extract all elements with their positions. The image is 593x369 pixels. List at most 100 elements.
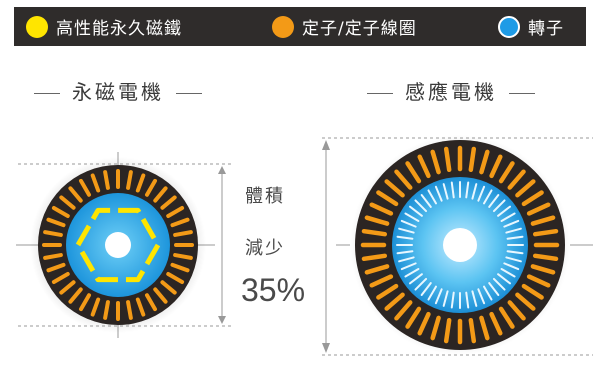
- coil-slot: [489, 311, 503, 336]
- coil-slot: [404, 268, 420, 278]
- coil-slot: [498, 161, 515, 184]
- coil-slot: [396, 250, 414, 255]
- coil-slot: [384, 292, 405, 311]
- coil-slot: [398, 227, 415, 234]
- arrow-down-icon: [322, 343, 330, 353]
- coil-slot: [497, 205, 511, 217]
- coil-slot: [477, 185, 486, 202]
- right-title-text: 感應電機: [405, 80, 497, 104]
- coil-slot: [530, 264, 556, 275]
- coil-slot: [135, 297, 146, 317]
- coil-slot: [46, 262, 66, 273]
- coil-slot: [145, 178, 157, 197]
- title-dash-left: [367, 93, 393, 94]
- coil-slot: [477, 288, 486, 305]
- coil-slot: [500, 212, 516, 222]
- coil-slot: [166, 206, 185, 218]
- coil-slot: [427, 285, 437, 301]
- coil-slot: [43, 230, 63, 237]
- coil-slot: [405, 306, 422, 329]
- coil-slot: [492, 199, 506, 213]
- coil-slot: [59, 195, 76, 210]
- legend-item-magnet: 高性能永久磁鐵: [26, 7, 182, 46]
- coil-slot: [51, 272, 70, 284]
- coil-slot: [153, 186, 168, 203]
- coil-slot: [79, 178, 91, 197]
- coil-slot: [400, 219, 417, 228]
- coil-slot: [68, 287, 83, 304]
- coil-slot: [515, 292, 536, 311]
- coil-slot: [384, 179, 405, 198]
- coil-slot: [471, 183, 478, 200]
- im-stator-coils: [360, 145, 560, 345]
- induction-motor: [350, 135, 570, 355]
- title-dash-right: [509, 93, 535, 94]
- coil-slot: [427, 189, 437, 205]
- coil-slot: [160, 195, 177, 210]
- coil-slot: [409, 273, 423, 285]
- coil-slot: [488, 282, 500, 296]
- coil-slot: [443, 317, 452, 344]
- legend-label-stator: 定子/定子線圈: [302, 19, 417, 39]
- coil-slot: [492, 277, 506, 291]
- coil-slot: [515, 179, 536, 198]
- coil-slot: [90, 173, 101, 193]
- coil-slot: [43, 253, 63, 260]
- coil-slot: [396, 235, 414, 240]
- comparison-line2: 減少: [245, 238, 285, 259]
- arrow-up-icon: [322, 140, 330, 150]
- coil-slot: [489, 154, 503, 179]
- coil-slot: [420, 282, 432, 296]
- coil-slot: [443, 146, 452, 173]
- coil-slot: [505, 227, 522, 234]
- coil-slot: [166, 272, 185, 284]
- coil-slot: [369, 274, 394, 288]
- coil-slot: [532, 253, 559, 262]
- right-title: 感應電機: [355, 76, 547, 105]
- coil-slot: [404, 212, 420, 222]
- im-rotor-bars: [396, 181, 524, 309]
- coil-slot: [468, 146, 477, 173]
- coil-slot: [145, 293, 157, 312]
- legend-label-rotor: 轉子: [528, 19, 564, 39]
- coil-slot: [450, 291, 455, 309]
- coil-slot: [103, 170, 110, 190]
- coil-slot: [506, 235, 524, 240]
- coil-slot: [500, 268, 516, 278]
- coil-slot: [173, 253, 193, 260]
- coil-slot: [471, 290, 478, 307]
- coil-slot: [394, 300, 413, 321]
- comparison-line1: 體積: [245, 186, 285, 207]
- coil-slot: [505, 256, 522, 263]
- arrow-down-icon: [218, 316, 226, 324]
- coil-slot: [488, 194, 500, 208]
- coil-slot: [414, 199, 428, 213]
- coil-slot: [135, 173, 146, 193]
- coil-slot: [153, 287, 168, 304]
- coil-slot: [409, 205, 423, 217]
- coil-slot: [479, 315, 490, 341]
- coil-slot: [160, 280, 177, 295]
- coil-slot: [532, 228, 559, 237]
- im-shaft: [443, 228, 477, 262]
- coil-slot: [394, 169, 413, 190]
- coil-slot: [376, 190, 399, 207]
- coil-slot: [369, 202, 394, 216]
- coil-slot: [79, 293, 91, 312]
- legend-bar: 高性能永久磁鐵 定子/定子線圈 轉子: [14, 7, 586, 46]
- legend-item-stator: 定子/定子線圈: [272, 7, 417, 46]
- title-dash-right: [176, 93, 202, 94]
- coil-slot: [465, 181, 470, 199]
- left-title: 永磁電機: [22, 76, 214, 105]
- coil-slot: [51, 206, 70, 218]
- pm-stator-coils: [42, 169, 194, 321]
- coil-slot: [420, 194, 432, 208]
- coil-slot: [479, 149, 490, 175]
- coil-slot: [521, 283, 544, 300]
- coil-slot: [173, 230, 193, 237]
- coil-slot: [483, 285, 493, 301]
- coil-slot: [430, 315, 441, 341]
- coil-slot: [442, 183, 449, 200]
- comparison-value: 35%: [241, 272, 306, 308]
